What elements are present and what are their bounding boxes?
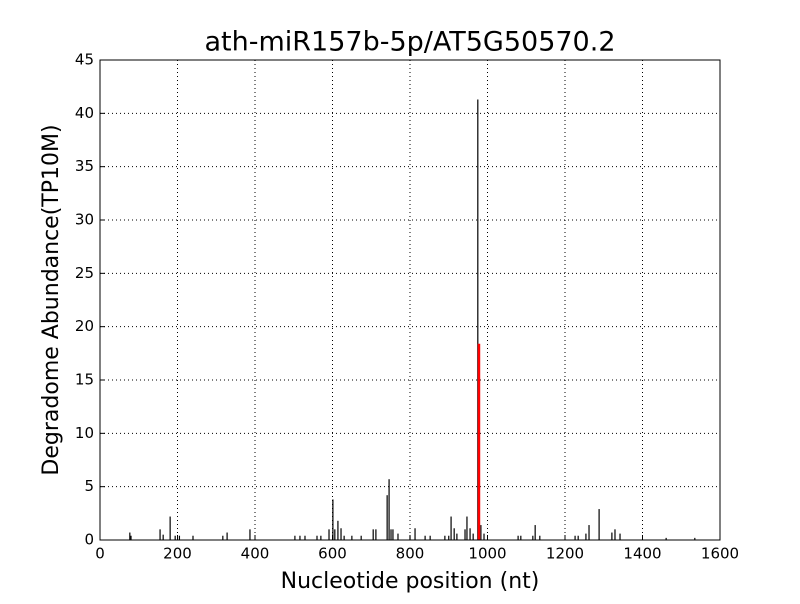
x-tick-label: 200 [163,545,192,563]
y-tick-label: 20 [75,317,94,335]
y-axis-label: Degradome Abundance(TP10M) [39,124,64,475]
y-tick-label: 25 [75,264,94,282]
chart-title: ath-miR157b-5p/AT5G50570.2 [205,27,616,58]
x-tick-label: 1400 [623,545,661,563]
x-tick-label: 1200 [546,545,584,563]
y-tick-label: 40 [75,104,94,122]
y-tick-label: 5 [84,477,94,495]
plot-frame [99,59,721,541]
y-tick-label: 15 [75,371,94,389]
y-tick-label: 10 [75,424,94,442]
y-tick-label: 0 [84,531,94,549]
x-tick-label: 600 [318,545,347,563]
y-tick-label: 35 [75,157,94,175]
y-tick-label: 45 [75,51,94,69]
x-tick-label: 1600 [701,545,739,563]
y-tick-label: 30 [75,211,94,229]
x-tick-label: 400 [241,545,270,563]
x-axis-label: Nucleotide position (nt) [281,569,540,594]
x-tick-label: 800 [396,545,425,563]
x-tick-label: 0 [95,545,105,563]
x-tick-label: 1000 [468,545,506,563]
